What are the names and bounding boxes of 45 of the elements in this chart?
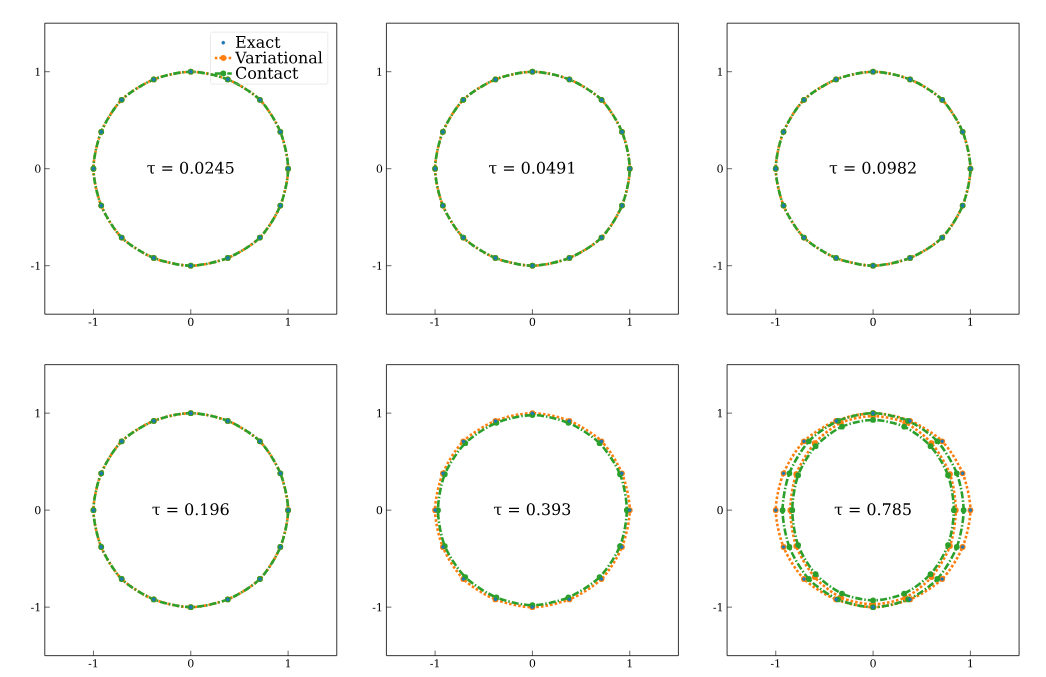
x-tick-label: -1	[770, 317, 780, 326]
x-tick-label: 1	[285, 317, 291, 326]
x-tick-label: -1	[770, 659, 780, 668]
x-tick-label: 1	[285, 659, 291, 668]
y-tick-label: 0	[376, 506, 383, 515]
annotation: τ = 0.393	[494, 503, 571, 516]
y-tick-label: 1	[717, 67, 722, 76]
y-tick-label: -1	[713, 603, 722, 612]
y-tick-label: -1	[31, 603, 40, 612]
y-tick-label: 0	[35, 506, 41, 515]
annotation: τ = 0.0982	[829, 161, 916, 174]
y-tick-label: 0	[717, 506, 723, 515]
annotation: τ = 0.0245	[147, 161, 234, 174]
x-tick-label: -1	[430, 317, 439, 326]
x-tick-label: 1	[968, 659, 973, 668]
x-tick-label: 0	[529, 659, 536, 668]
y-tick-label: 0	[717, 164, 723, 173]
x-tick-label: 1	[627, 317, 632, 326]
x-tick-label: 1	[968, 317, 973, 326]
y-tick-label: 1	[35, 67, 40, 76]
y-tick-label: -1	[372, 603, 382, 612]
y-tick-label: 0	[35, 164, 41, 173]
legend-label: Contact	[235, 66, 299, 79]
annotation: τ = 0.196	[152, 503, 229, 516]
x-tick-label: 0	[529, 317, 536, 327]
legend-label: Exact	[235, 36, 281, 48]
y-tick-label: -1	[31, 261, 40, 270]
y-tick-label: 1	[377, 409, 382, 418]
x-tick-label: -1	[88, 659, 98, 668]
y-tick-label: 0	[376, 164, 383, 173]
y-tick-label: -1	[713, 261, 722, 270]
x-tick-label: -1	[88, 317, 98, 326]
x-tick-label: 0	[870, 659, 876, 668]
x-tick-label: 0	[870, 317, 876, 327]
annotation: τ = 0.0491	[489, 161, 575, 174]
x-tick-label: 1	[627, 659, 632, 668]
annotation: τ = 0.785	[834, 503, 911, 516]
y-tick-label: 1	[377, 67, 382, 76]
x-tick-label: -1	[430, 659, 439, 668]
y-tick-label: 1	[35, 409, 40, 418]
x-tick-label: 0	[188, 659, 194, 668]
y-tick-label: 1	[717, 409, 722, 418]
y-tick-label: -1	[372, 261, 382, 270]
legend-label: Variational	[234, 51, 323, 64]
x-tick-label: 0	[188, 317, 194, 327]
